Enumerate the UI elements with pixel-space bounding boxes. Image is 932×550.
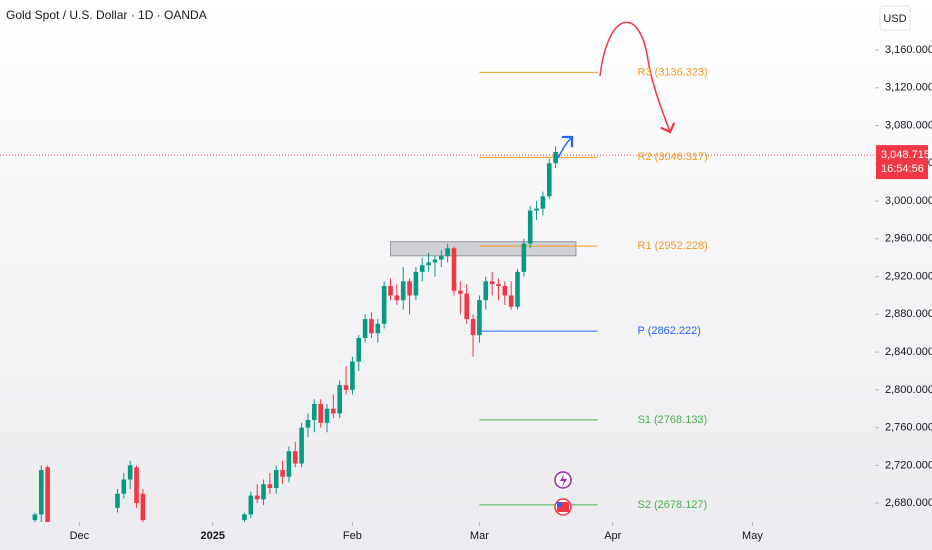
candle-body [299, 427, 304, 464]
candle-body [127, 465, 133, 480]
candle-body [502, 286, 508, 296]
chart-title: Gold Spot / U.S. Dollar · 1D · OANDA [6, 8, 207, 22]
x-tick-label: Feb [343, 530, 362, 542]
y-axis-label: USD [883, 13, 906, 25]
candle-body [337, 385, 343, 414]
candle-body [477, 300, 482, 336]
candle-body [496, 284, 501, 287]
candle-body [413, 271, 419, 296]
y-tick-label: 3,160.000 [885, 44, 932, 56]
candle-body [451, 248, 457, 291]
candle-body [331, 408, 336, 414]
candle-body [508, 295, 514, 307]
red-arrow [599, 21, 670, 132]
y-tick-label: 3,120.000 [885, 82, 932, 94]
countdown: 16:54:56 [881, 163, 924, 175]
pivot-label: R1 (2952.228) [638, 240, 708, 252]
candle-body [553, 151, 558, 164]
candle-body [343, 385, 349, 390]
candle-body [381, 286, 387, 324]
candle-body [534, 208, 539, 211]
candle-body [464, 293, 470, 320]
y-tick-label: 2,880.000 [885, 308, 932, 320]
x-tick-label: Apr [604, 530, 621, 542]
candle-body [324, 408, 330, 423]
candle-body [419, 265, 425, 272]
y-tick-label: 2,960.000 [885, 233, 932, 245]
candle-body [439, 255, 444, 260]
pivot-label: P (2862.222) [638, 325, 701, 337]
candle-body [280, 470, 285, 477]
pivot-label: S1 (2768.133) [638, 414, 708, 426]
candle-body [305, 420, 311, 428]
candle-body [273, 470, 279, 489]
x-tick-label: Mar [470, 530, 489, 542]
candle-body [369, 319, 374, 334]
x-tick-label: Dec [70, 530, 90, 542]
y-tick-label: 3,000.000 [885, 195, 932, 207]
y-tick-label: 2,720.000 [885, 459, 932, 471]
candle-body [515, 271, 520, 307]
candle-body [470, 319, 476, 336]
candle-body [134, 467, 139, 504]
y-tick-label: 3,080.000 [885, 119, 932, 131]
candle-body [261, 484, 266, 500]
candle-body [458, 290, 463, 294]
candle-body [350, 361, 355, 390]
last-price-box [876, 145, 928, 180]
x-tick-label: 2025 [200, 530, 224, 542]
y-tick-label: 2,920.000 [885, 270, 932, 282]
candle-body [394, 295, 400, 301]
candle-body [540, 196, 546, 209]
candle-body [407, 281, 412, 296]
candle-body [248, 495, 254, 515]
y-tick-label: 2,760.000 [885, 422, 932, 434]
blue-arrow [557, 137, 572, 159]
candle-body [546, 163, 552, 197]
y-tick-label: 2,680.000 [885, 497, 932, 509]
currency-box[interactable] [879, 5, 911, 31]
candle-body [362, 319, 368, 338]
flag-canton [557, 502, 562, 507]
y-tick-label: 2,840.000 [885, 346, 932, 358]
candle-body [312, 404, 317, 421]
candle-body [489, 281, 495, 285]
plot-area [0, 71, 875, 522]
candle-body [242, 514, 247, 521]
candle-body [356, 337, 362, 362]
x-tick-label: May [742, 530, 763, 542]
y-tick-label: 2,800.000 [885, 384, 932, 396]
candle-body [432, 259, 438, 263]
candle-body [426, 262, 431, 266]
lightning-icon [560, 474, 567, 487]
candle-body [286, 451, 292, 477]
candle-body [292, 451, 298, 464]
candle-body [400, 281, 406, 301]
candle-body [483, 281, 489, 301]
candle-body [521, 243, 527, 272]
candle-body [527, 210, 533, 244]
candle-body [388, 286, 393, 296]
pivot-label: R3 (3136.323) [638, 66, 708, 78]
candle-body [140, 493, 146, 521]
candle-body [45, 467, 50, 522]
candle-body [318, 404, 323, 423]
candle-body [115, 493, 120, 508]
candle-body [121, 479, 127, 494]
pivot-label: R2 (3046.317) [638, 151, 708, 163]
candle-body [375, 323, 381, 334]
candle-body [445, 248, 450, 256]
resistance-zone [390, 241, 577, 257]
candle-body [32, 514, 38, 521]
last-price-label: 3,048.715 [881, 149, 930, 161]
pivot-label: S2 (2678.127) [638, 499, 708, 511]
candle-body [254, 495, 260, 500]
candle-body [267, 484, 273, 489]
candle-body [38, 470, 44, 515]
